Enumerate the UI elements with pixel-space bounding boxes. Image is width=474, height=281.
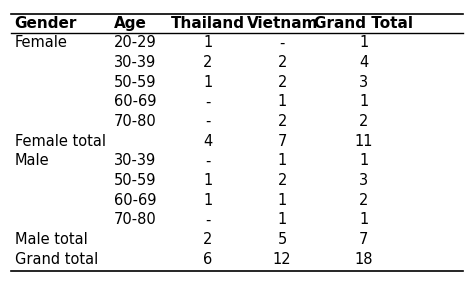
Text: 12: 12 (273, 252, 292, 267)
Text: -: - (205, 153, 210, 169)
Text: 4: 4 (203, 134, 212, 149)
Text: 60-69: 60-69 (114, 193, 156, 208)
Text: 2: 2 (359, 193, 368, 208)
Text: Male total: Male total (15, 232, 87, 247)
Text: 30-39: 30-39 (114, 153, 156, 169)
Text: -: - (280, 35, 285, 51)
Text: 1: 1 (278, 94, 287, 110)
Text: 1: 1 (359, 94, 368, 110)
Text: 1: 1 (278, 212, 287, 228)
Text: Grand total: Grand total (15, 252, 98, 267)
Text: 70-80: 70-80 (114, 114, 157, 129)
Text: 1: 1 (359, 212, 368, 228)
Text: 3: 3 (359, 75, 368, 90)
Text: 1: 1 (203, 193, 212, 208)
Text: Female: Female (15, 35, 67, 51)
Text: 2: 2 (278, 75, 287, 90)
Text: 50-59: 50-59 (114, 173, 156, 188)
Text: 7: 7 (359, 232, 368, 247)
Text: 2: 2 (278, 55, 287, 70)
Text: -: - (205, 114, 210, 129)
Text: 6: 6 (203, 252, 212, 267)
Text: 5: 5 (278, 232, 287, 247)
Text: 2: 2 (203, 232, 212, 247)
Text: 60-69: 60-69 (114, 94, 156, 110)
Text: 1: 1 (203, 35, 212, 51)
Text: 1: 1 (359, 35, 368, 51)
Text: 1: 1 (203, 173, 212, 188)
Text: 1: 1 (359, 153, 368, 169)
Text: 50-59: 50-59 (114, 75, 156, 90)
Text: 2: 2 (203, 55, 212, 70)
Text: -: - (205, 212, 210, 228)
Text: 30-39: 30-39 (114, 55, 156, 70)
Text: 1: 1 (278, 153, 287, 169)
Text: Thailand: Thailand (171, 16, 245, 31)
Text: 4: 4 (359, 55, 368, 70)
Text: 70-80: 70-80 (114, 212, 157, 228)
Text: 1: 1 (203, 75, 212, 90)
Text: Gender: Gender (15, 16, 77, 31)
Text: 1: 1 (278, 193, 287, 208)
Text: 3: 3 (359, 173, 368, 188)
Text: 2: 2 (359, 114, 368, 129)
Text: Female total: Female total (15, 134, 106, 149)
Text: 18: 18 (355, 252, 373, 267)
Text: Age: Age (114, 16, 147, 31)
Text: 20-29: 20-29 (114, 35, 157, 51)
Text: Vietnam: Vietnam (246, 16, 318, 31)
Text: 2: 2 (278, 173, 287, 188)
Text: 7: 7 (278, 134, 287, 149)
Text: Grand Total: Grand Total (314, 16, 413, 31)
Text: -: - (205, 94, 210, 110)
Text: 11: 11 (355, 134, 373, 149)
Text: 2: 2 (278, 114, 287, 129)
Text: Male: Male (15, 153, 49, 169)
